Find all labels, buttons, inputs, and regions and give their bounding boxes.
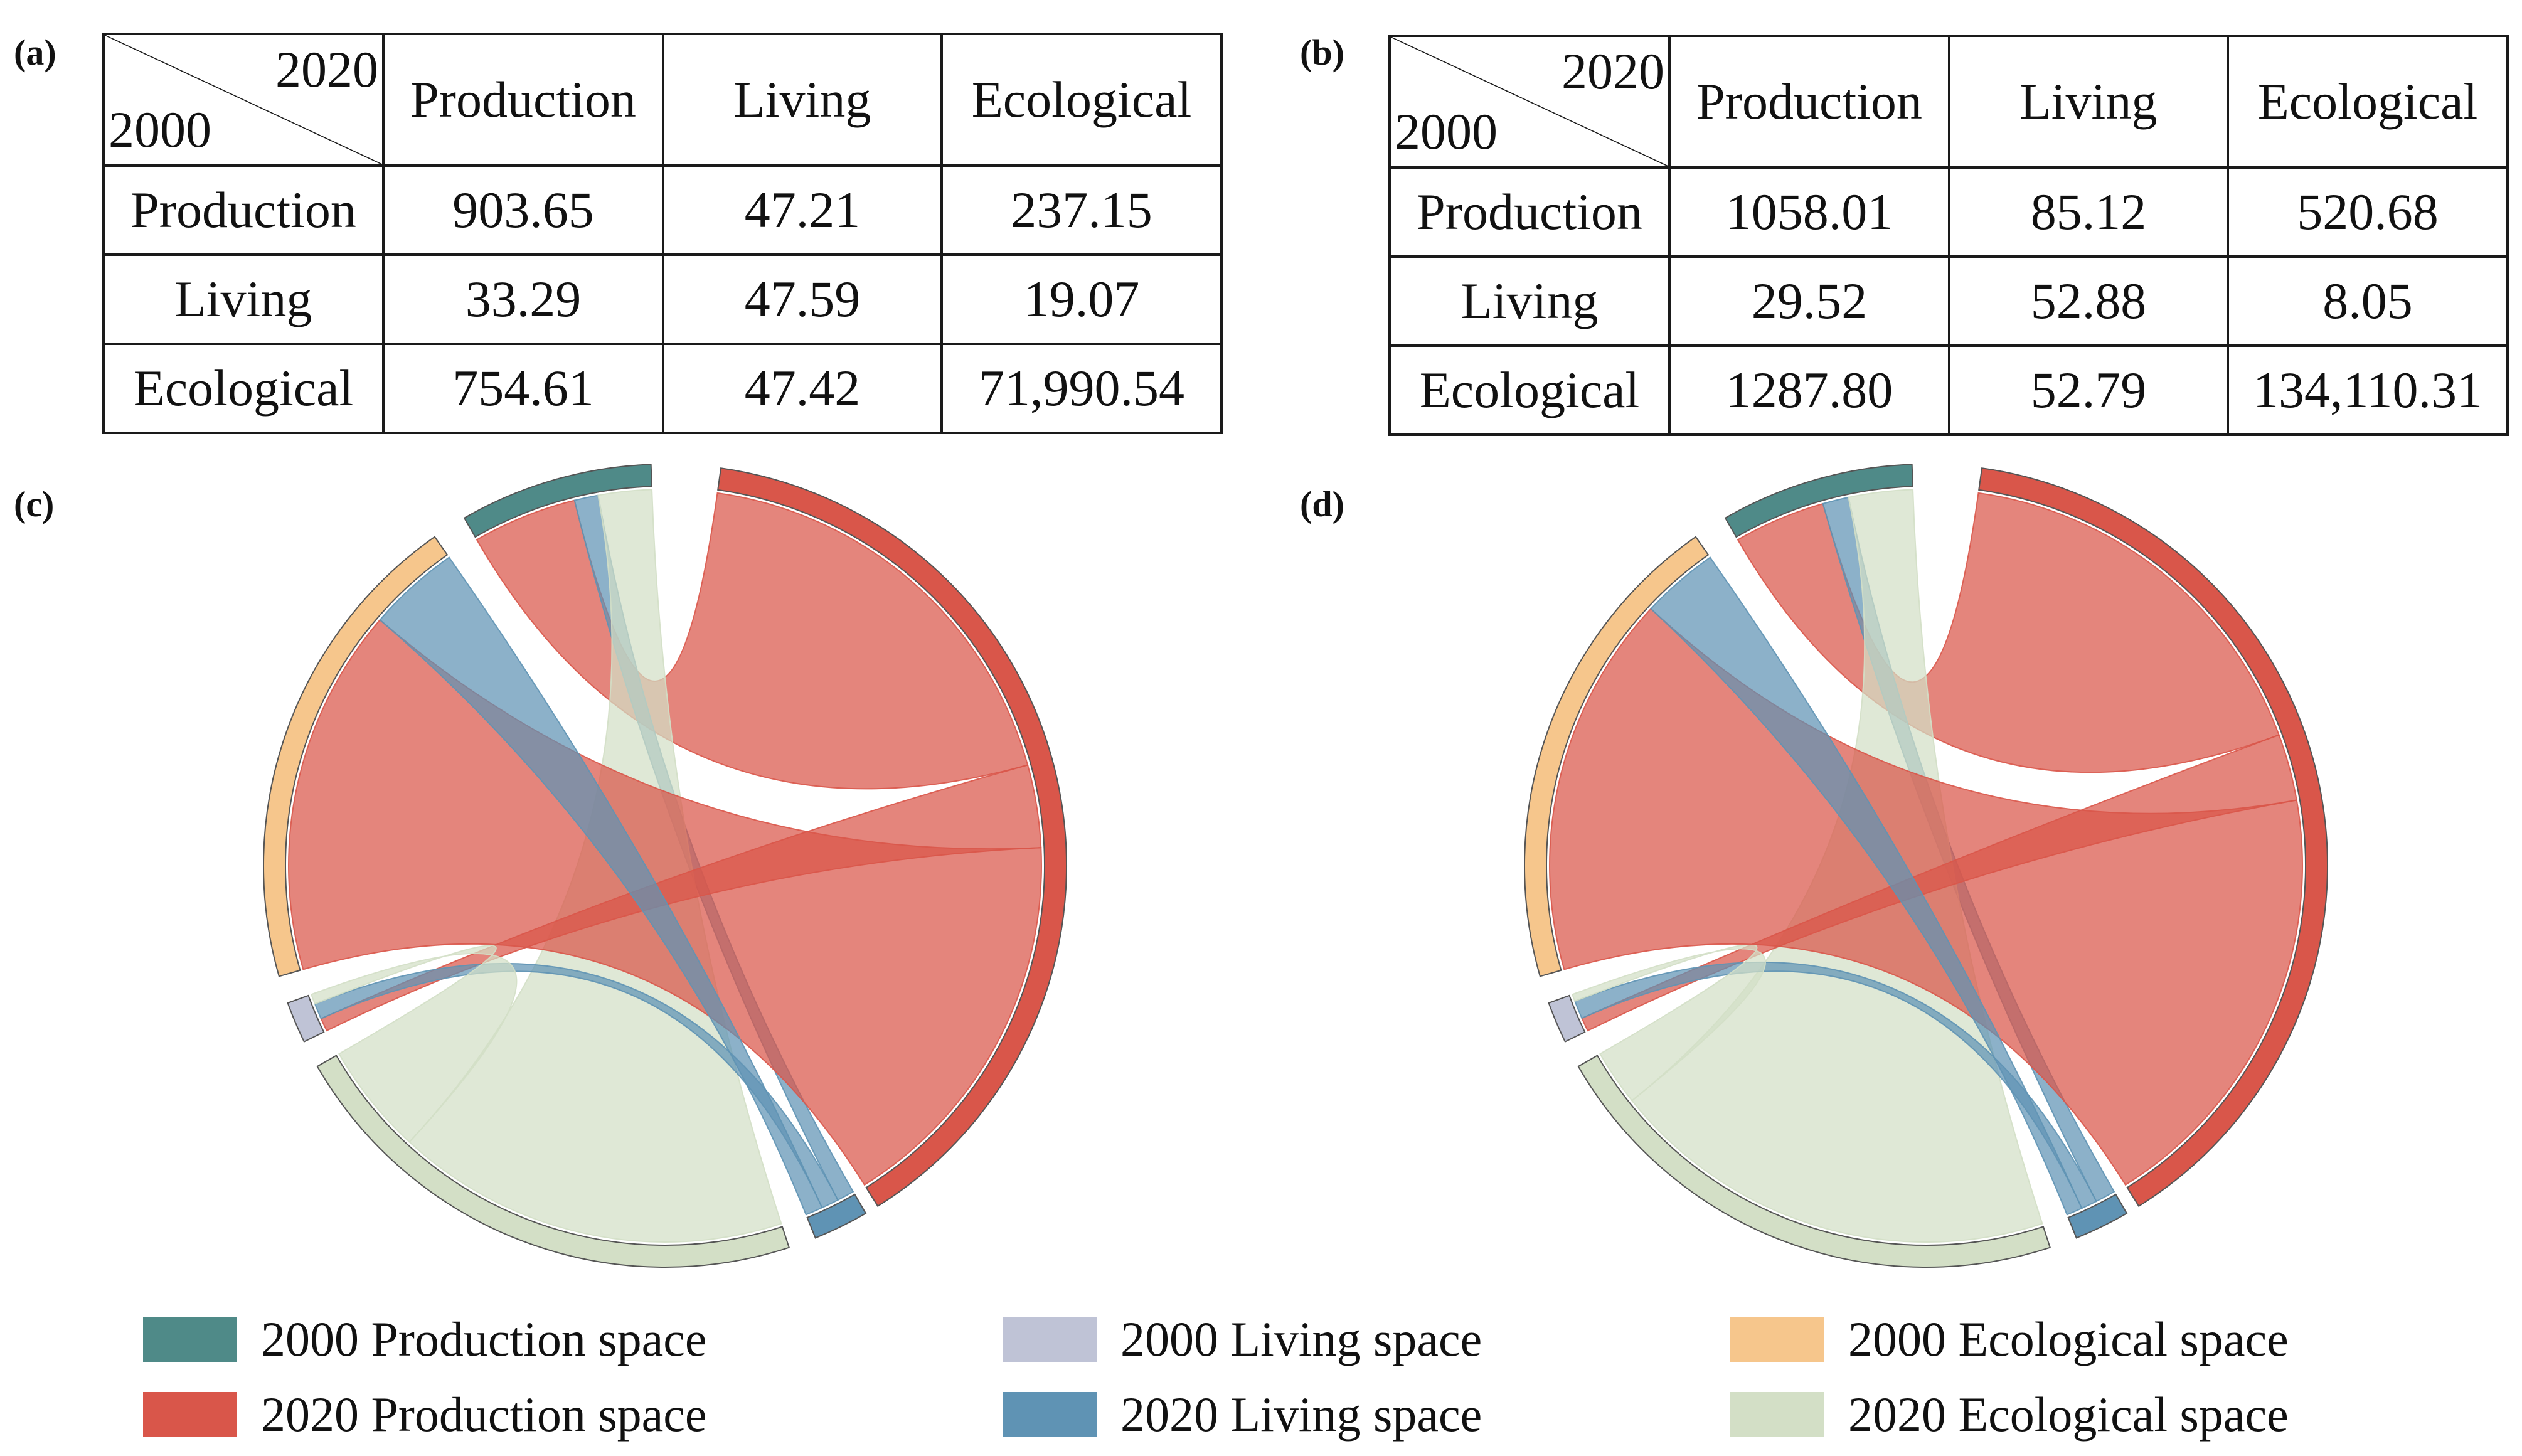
- row-header: Production: [102, 164, 385, 256]
- legend-item-2000-production: 2000 Production space: [143, 1311, 707, 1368]
- column-header: Production: [382, 33, 664, 167]
- transition-table-a: 2020 2000 Production Living Ecological P…: [102, 33, 1223, 434]
- arc-2020-production-space: [1978, 467, 2328, 1208]
- legend-swatch: [143, 1317, 237, 1362]
- table-corner: 2020 2000: [1388, 35, 1671, 169]
- chord-ribbons: [288, 489, 1042, 1243]
- legend-label: 2020 Living space: [1120, 1387, 1482, 1442]
- arc-2000-living-space: [1548, 994, 1586, 1043]
- table-cell: 903.65: [382, 164, 664, 256]
- panel-label-c: (c): [14, 484, 55, 524]
- corner-col-year: 2020: [275, 41, 378, 98]
- corner-col-year: 2020: [1562, 43, 1664, 100]
- ribbon-2000-ecological-space-to-2020-living-space: [1650, 556, 2083, 1216]
- table-cell: 8.05: [2227, 255, 2509, 347]
- panel-label-b: (b): [1300, 32, 1344, 73]
- legend-swatch: [1003, 1317, 1097, 1362]
- row-header: Living: [102, 253, 385, 345]
- legend-swatch: [143, 1392, 237, 1437]
- table-row: Living 29.52 52.88 8.05: [1388, 255, 2509, 347]
- column-header: Production: [1668, 35, 1950, 169]
- ribbon-2000-living-space-to-2020-living-space: [1573, 961, 2097, 1209]
- legend-label: 2000 Living space: [1120, 1312, 1482, 1366]
- legend-item-2000-living: 2000 Living space: [1003, 1311, 1482, 1368]
- table-row: Production 903.65 47.21 237.15: [102, 164, 1223, 256]
- column-header: Living: [662, 33, 943, 167]
- table-cell: 754.61: [382, 343, 664, 434]
- table-cell: 52.88: [1948, 255, 2229, 347]
- arc-2020-living-space: [2067, 1193, 2128, 1239]
- table-cell: 33.29: [382, 253, 664, 345]
- table-cell: 29.52: [1668, 255, 1950, 347]
- table-row: Living 33.29 47.59 19.07: [102, 253, 1223, 345]
- table-cell: 520.68: [2227, 166, 2509, 258]
- legend-label: 2000 Ecological space: [1848, 1312, 2289, 1366]
- corner-row-year: 2000: [109, 101, 211, 158]
- table-corner: 2020 2000: [102, 33, 385, 167]
- corner-row-year: 2000: [1395, 103, 1498, 160]
- chord-diagram-c: [263, 464, 1067, 1268]
- column-header: Living: [1948, 35, 2229, 169]
- legend-swatch: [1730, 1317, 1824, 1362]
- row-header: Ecological: [102, 343, 385, 434]
- arc-2000-production-space: [463, 464, 652, 538]
- chord-arcs: [263, 464, 1067, 1268]
- row-header: Living: [1388, 255, 1671, 347]
- legend-item-2000-ecological: 2000 Ecological space: [1730, 1311, 2289, 1368]
- legend-label: 2000 Production space: [261, 1312, 707, 1366]
- ribbon-2000-living-space-to-2020-living-space: [314, 962, 839, 1209]
- row-header: Ecological: [1388, 344, 1671, 436]
- legend-item-2020-production: 2020 Production space: [143, 1386, 707, 1443]
- column-header: Ecological: [2227, 35, 2509, 169]
- table-cell: 85.12: [1948, 166, 2229, 258]
- legend-item-2020-living: 2020 Living space: [1003, 1386, 1482, 1443]
- table-cell: 71,990.54: [940, 343, 1223, 434]
- column-header: Ecological: [940, 33, 1223, 167]
- chord-ribbons: [1549, 489, 2303, 1243]
- table-row: Ecological 754.61 47.42 71,990.54: [102, 343, 1223, 434]
- arc-2000-living-space: [287, 994, 325, 1043]
- arc-2020-ecological-space: [1577, 1055, 2051, 1268]
- legend: 2000 Production space 2000 Living space …: [0, 1299, 2522, 1449]
- arc-2000-ecological-space: [263, 536, 449, 977]
- legend-item-2020-ecological: 2020 Ecological space: [1730, 1386, 2289, 1443]
- table-row: Production 1058.01 85.12 520.68: [1388, 166, 2509, 258]
- table-cell: 1058.01: [1668, 166, 1950, 258]
- arc-2020-living-space: [806, 1193, 867, 1239]
- arc-2020-ecological-space: [316, 1055, 790, 1268]
- panel-label-a: (a): [14, 32, 56, 73]
- chord-diagram-d: [1524, 464, 2328, 1268]
- ribbon-2000-ecological-space-to-2020-living-space: [379, 556, 823, 1216]
- arc-2020-production-space: [717, 467, 1067, 1208]
- arc-2000-ecological-space: [1524, 536, 1710, 977]
- transition-table-b: 2020 2000 Production Living Ecological P…: [1388, 35, 2509, 436]
- row-header: Production: [1388, 166, 1671, 258]
- legend-swatch: [1003, 1392, 1097, 1437]
- table-cell: 47.59: [662, 253, 943, 345]
- table-cell: 237.15: [940, 164, 1223, 256]
- chord-arcs: [1524, 464, 2328, 1268]
- table-cell: 19.07: [940, 253, 1223, 345]
- ribbon-2000-living-space-to-2020-ecological-space: [310, 945, 518, 1143]
- legend-swatch: [1730, 1392, 1824, 1437]
- arc-2000-production-space: [1724, 464, 1913, 538]
- table-cell: 47.42: [662, 343, 943, 434]
- table-cell: 134,110.31: [2227, 344, 2509, 436]
- legend-label: 2020 Production space: [261, 1387, 707, 1442]
- table-cell: 52.79: [1948, 344, 2229, 436]
- table-row: Ecological 1287.80 52.79 134,110.31: [1388, 344, 2509, 436]
- legend-label: 2020 Ecological space: [1848, 1387, 2289, 1442]
- table-cell: 1287.80: [1668, 344, 1950, 436]
- panel-label-d: (d): [1300, 484, 1344, 524]
- table-cell: 47.21: [662, 164, 943, 256]
